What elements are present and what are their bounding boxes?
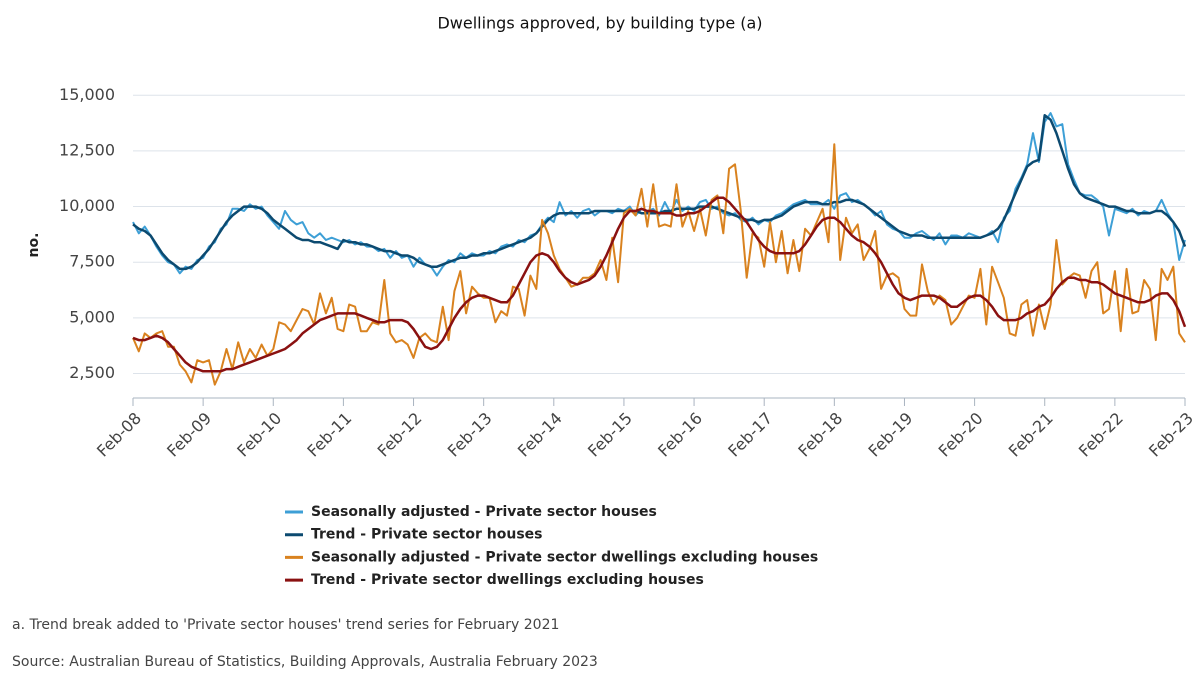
series-line <box>132 112 1186 277</box>
x-tick-label: Feb-12 <box>374 409 426 461</box>
y-tick-label: 10,000 <box>59 196 115 215</box>
chart-title: Dwellings approved, by building type (a) <box>437 14 762 33</box>
y-tick-label: 2,500 <box>69 363 115 382</box>
x-tick-label: Feb-13 <box>444 409 496 461</box>
y-tick-label: 12,500 <box>59 140 115 159</box>
x-tick-label: Feb-08 <box>93 409 145 461</box>
y-tick-label: 5,000 <box>69 307 115 326</box>
x-tick-label: Feb-09 <box>163 409 215 461</box>
x-tick-label: Feb-21 <box>1005 409 1057 461</box>
series-line <box>132 196 1187 373</box>
series-line <box>132 114 1187 271</box>
source: Source: Australian Bureau of Statistics,… <box>12 654 598 670</box>
x-tick-label: Feb-17 <box>724 409 776 461</box>
x-tick-label: Feb-15 <box>584 409 636 461</box>
x-tick-label: Feb-10 <box>233 409 285 461</box>
x-tick-label: Feb-14 <box>514 409 566 461</box>
x-tick-label: Feb-18 <box>794 409 846 461</box>
x-tick-label: Feb-22 <box>1075 409 1127 461</box>
footnote: a. Trend break added to 'Private sector … <box>12 617 559 633</box>
legend-label: Trend - Private sector houses <box>311 527 543 543</box>
series-line <box>132 143 1186 386</box>
legend-label: Seasonally adjusted - Private sector hou… <box>311 504 657 520</box>
y-tick-label: 7,500 <box>69 252 115 271</box>
legend-label: Trend - Private sector dwellings excludi… <box>311 572 704 588</box>
y-axis-label: no. <box>26 233 42 258</box>
x-tick-label: Feb-19 <box>865 409 917 461</box>
legend-label: Seasonally adjusted - Private sector dwe… <box>311 549 818 565</box>
x-tick-label: Feb-16 <box>654 409 706 461</box>
x-tick-label: Feb-23 <box>1145 409 1197 461</box>
y-tick-label: 15,000 <box>59 85 115 104</box>
x-tick-label: Feb-11 <box>303 409 355 461</box>
x-tick-label: Feb-20 <box>935 409 987 461</box>
